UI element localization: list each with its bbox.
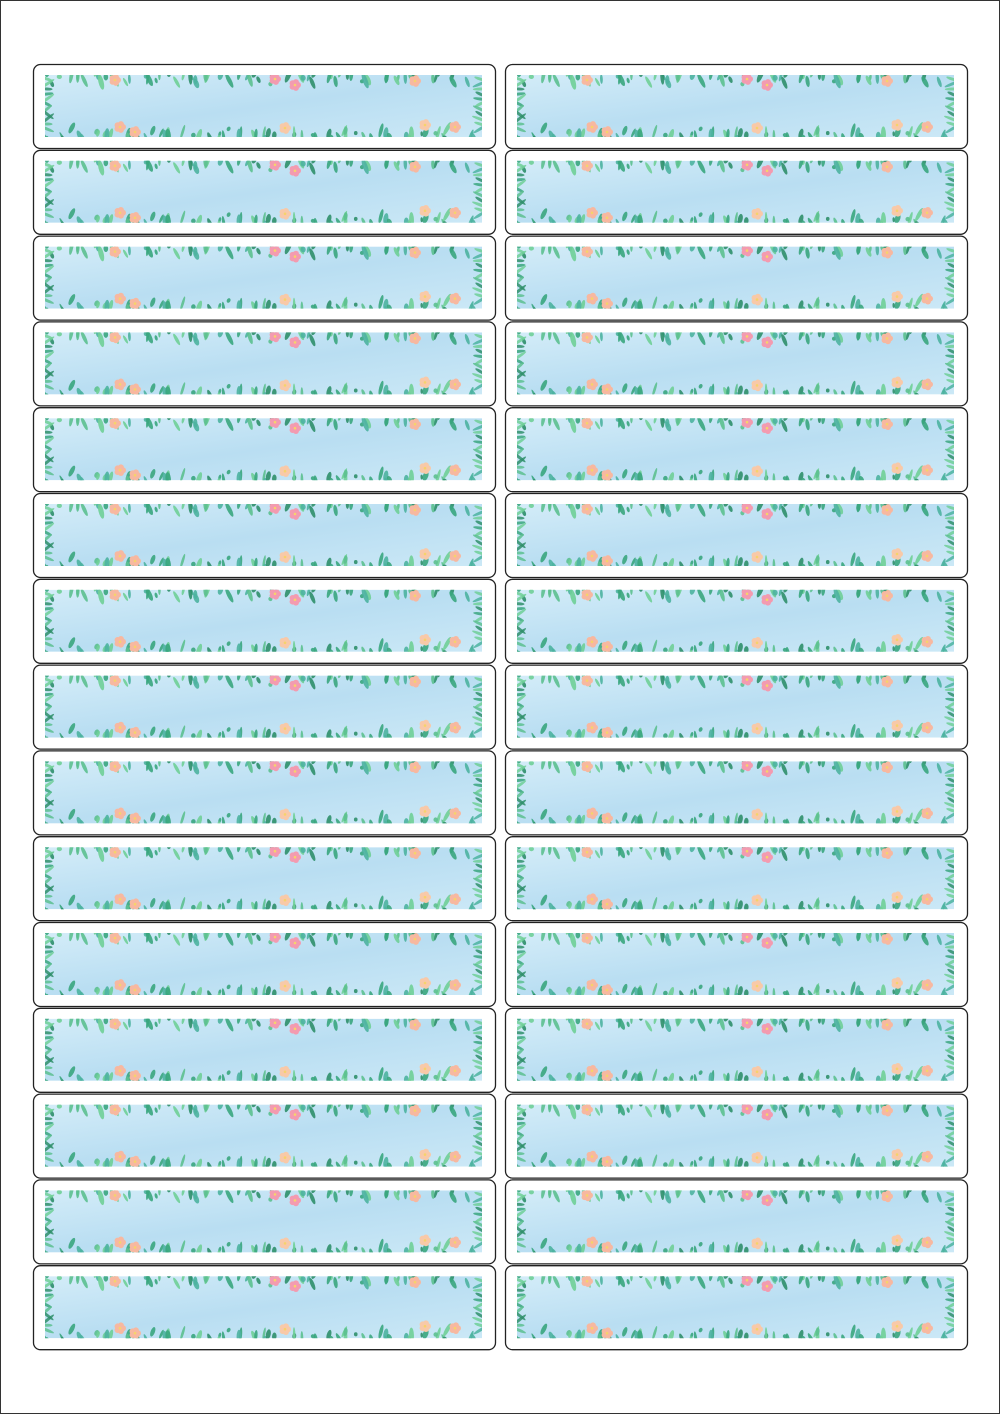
labels — [32, 63, 969, 1351]
